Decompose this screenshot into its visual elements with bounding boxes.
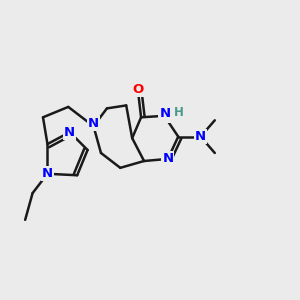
Text: N: N xyxy=(159,109,170,122)
Text: N: N xyxy=(162,152,173,165)
Text: N: N xyxy=(42,167,53,180)
Text: N: N xyxy=(195,130,206,143)
Text: N: N xyxy=(88,117,99,130)
Text: N: N xyxy=(160,107,171,120)
Text: N: N xyxy=(64,126,75,139)
Text: O: O xyxy=(133,83,144,96)
Text: H: H xyxy=(174,106,184,119)
